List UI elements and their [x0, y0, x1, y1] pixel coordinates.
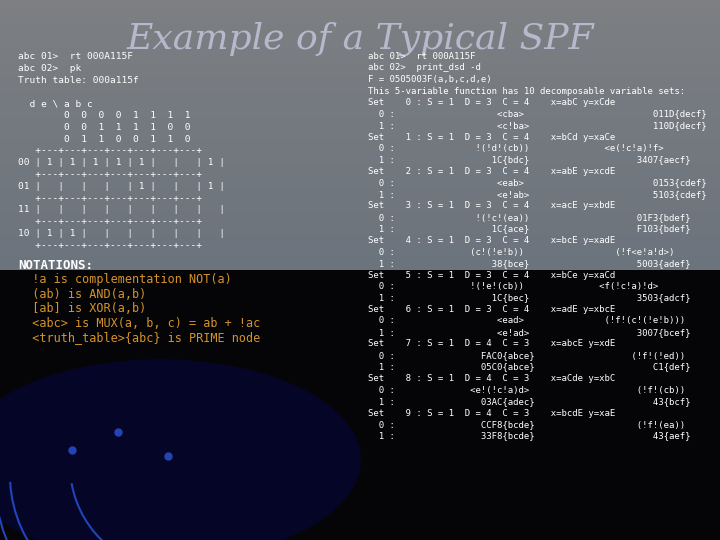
Text: 0 :               !(!d!(cb))              <e(!c!a)!f>: 0 : !(!d!(cb)) <e(!c!a)!f>: [368, 144, 664, 153]
Text: 1 :                  1C{bec}                    3503{adcf}: 1 : 1C{bec} 3503{adcf}: [368, 294, 690, 302]
Text: 1 :                   <c!ba>                       110D{decf}: 1 : <c!ba> 110D{decf}: [368, 121, 706, 130]
Text: Set    5 : S = 1  D = 3  C = 4    x=bCe y=xaCd: Set 5 : S = 1 D = 3 C = 4 x=bCe y=xaCd: [368, 271, 616, 280]
Text: +---+---+---+---+---+---+---+: +---+---+---+---+---+---+---+: [18, 170, 202, 179]
Text: 0  1  1  0  0  1  1  0: 0 1 1 0 0 1 1 0: [18, 134, 191, 144]
Text: Set    1 : S = 1  D = 3  C = 4    x=bCd y=xaCe: Set 1 : S = 1 D = 3 C = 4 x=bCd y=xaCe: [368, 132, 616, 141]
Text: (ab) is AND(a,b): (ab) is AND(a,b): [18, 288, 146, 301]
Text: 1 :                  1C{ace}                    F103{bdef}: 1 : 1C{ace} F103{bdef}: [368, 225, 690, 233]
Text: Truth table: 000a115f: Truth table: 000a115f: [18, 76, 139, 85]
Text: 0 :                CCF8{bcde}                   (!f!(ea)): 0 : CCF8{bcde} (!f!(ea)): [368, 420, 685, 429]
Text: 00 | 1 | 1 | 1 | 1 | 1 |   |   | 1 |: 00 | 1 | 1 | 1 | 1 | 1 | | | 1 |: [18, 158, 225, 167]
Text: 1 :                   <e!ad>                    3007{bcef}: 1 : <e!ad> 3007{bcef}: [368, 328, 690, 337]
Text: abc 02>  pk: abc 02> pk: [18, 64, 81, 73]
Text: abc 02>  print_dsd -d: abc 02> print_dsd -d: [368, 64, 481, 72]
Text: abc 01>  rt 000A115F: abc 01> rt 000A115F: [18, 52, 133, 61]
Text: +---+---+---+---+---+---+---+: +---+---+---+---+---+---+---+: [18, 241, 202, 250]
Text: d e \ a b c: d e \ a b c: [18, 99, 93, 108]
Text: Set    8 : S = 1  D = 4  C = 3    x=aCde y=xbC: Set 8 : S = 1 D = 4 C = 3 x=aCde y=xbC: [368, 374, 616, 383]
Text: +---+---+---+---+---+---+---+: +---+---+---+---+---+---+---+: [18, 217, 202, 226]
Text: Set    9 : S = 1  D = 4  C = 3    x=bcdE y=xaE: Set 9 : S = 1 D = 4 C = 3 x=bcdE y=xaE: [368, 408, 616, 417]
Text: 1 :                03AC{adec}                      43{bcf}: 1 : 03AC{adec} 43{bcf}: [368, 397, 690, 406]
Text: 11 |   |   |   |   |   |   |   |   |: 11 | | | | | | | | |: [18, 205, 225, 214]
Text: F = 0505003F(a,b,c,d,e): F = 0505003F(a,b,c,d,e): [368, 75, 492, 84]
Text: abc 01>  rt 000A115F: abc 01> rt 000A115F: [368, 52, 475, 61]
Text: NOTATIONS:: NOTATIONS:: [18, 259, 93, 272]
Text: +---+---+---+---+---+---+---+: +---+---+---+---+---+---+---+: [18, 146, 202, 156]
Text: 1 :                   <e!ab>                       5103{cdef}: 1 : <e!ab> 5103{cdef}: [368, 190, 706, 199]
Text: 1 :                  1C{bdc}                    3407{aecf}: 1 : 1C{bdc} 3407{aecf}: [368, 156, 690, 165]
Text: 0  0  0  0  1  1  1  1: 0 0 0 0 1 1 1 1: [18, 111, 191, 120]
Text: +---+---+---+---+---+---+---+: +---+---+---+---+---+---+---+: [18, 194, 202, 202]
Text: 10 | 1 | 1 |   |   |   |   |   |   |: 10 | 1 | 1 | | | | | | |: [18, 229, 225, 238]
Text: Set    0 : S = 1  D = 3  C = 4    x=abC y=xCde: Set 0 : S = 1 D = 3 C = 4 x=abC y=xCde: [368, 98, 616, 107]
Text: 0 :              (c!(!e!b))                 (!f<e!a!d>): 0 : (c!(!e!b)) (!f<e!a!d>): [368, 247, 675, 256]
Text: Set    7 : S = 1  D = 4  C = 3    x=abcE y=xdE: Set 7 : S = 1 D = 4 C = 3 x=abcE y=xdE: [368, 340, 616, 348]
Text: 0 :                FAC0{abce}                  (!f!(!ed)): 0 : FAC0{abce} (!f!(!ed)): [368, 351, 685, 360]
Text: 1 :                  38{bce}                    5003{adef}: 1 : 38{bce} 5003{adef}: [368, 259, 690, 268]
Text: 0 :                   <ead>               (!f!(c!(!e!b))): 0 : <ead> (!f!(c!(!e!b))): [368, 316, 685, 326]
Text: [ab] is XOR(a,b): [ab] is XOR(a,b): [18, 302, 146, 315]
Ellipse shape: [0, 360, 360, 540]
Text: 1 :                33F8{bcde}                      43{aef}: 1 : 33F8{bcde} 43{aef}: [368, 431, 690, 441]
Text: Example of a Typical SPF: Example of a Typical SPF: [126, 22, 594, 57]
Text: <truth_table>{abc} is PRIME node: <truth_table>{abc} is PRIME node: [18, 331, 260, 344]
Text: Set    6 : S = 1  D = 3  C = 4    x=adE y=xbcE: Set 6 : S = 1 D = 3 C = 4 x=adE y=xbcE: [368, 305, 616, 314]
Text: 0 :               !(!c!(ea))                    01F3{bdef}: 0 : !(!c!(ea)) 01F3{bdef}: [368, 213, 690, 222]
Text: Set    4 : S = 1  D = 3  C = 4    x=bcE y=xadE: Set 4 : S = 1 D = 3 C = 4 x=bcE y=xadE: [368, 236, 616, 245]
Text: This 5-variable function has 10 decomposable variable sets:: This 5-variable function has 10 decompos…: [368, 86, 685, 96]
Text: <abc> is MUX(a, b, c) = ab + !ac: <abc> is MUX(a, b, c) = ab + !ac: [18, 316, 260, 329]
Text: 0 :              <e!(!c!a)d>                    (!f!(cb)): 0 : <e!(!c!a)d> (!f!(cb)): [368, 386, 685, 395]
Text: 01 |   |   |   |   | 1 |   |   | 1 |: 01 | | | | | 1 | | | 1 |: [18, 182, 225, 191]
Text: 1 :                05C0{abce}                      C1{def}: 1 : 05C0{abce} C1{def}: [368, 362, 690, 372]
Text: 0 :                   <eab>                        0153{cdef}: 0 : <eab> 0153{cdef}: [368, 179, 706, 187]
Text: !a is complementation NOT(a): !a is complementation NOT(a): [18, 273, 232, 286]
Text: Set    3 : S = 1  D = 3  C = 4    x=acE y=xbdE: Set 3 : S = 1 D = 3 C = 4 x=acE y=xbdE: [368, 201, 616, 211]
Text: Set    2 : S = 1  D = 3  C = 4    x=abE y=xcdE: Set 2 : S = 1 D = 3 C = 4 x=abE y=xcdE: [368, 167, 616, 176]
Text: 0 :              !(!e!(cb))              <f(!c!a)!d>: 0 : !(!e!(cb)) <f(!c!a)!d>: [368, 282, 658, 291]
Text: 0 :                   <cba>                        011D{decf}: 0 : <cba> 011D{decf}: [368, 110, 706, 118]
Text: 0  0  1  1  1  1  0  0: 0 0 1 1 1 1 0 0: [18, 123, 191, 132]
